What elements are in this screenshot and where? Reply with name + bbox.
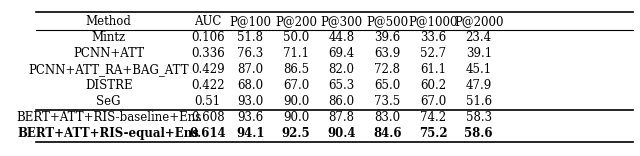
- Text: 51.8: 51.8: [237, 31, 263, 44]
- Text: 0.422: 0.422: [191, 79, 225, 92]
- Text: 51.6: 51.6: [466, 95, 492, 108]
- Text: 90.4: 90.4: [328, 127, 356, 140]
- Text: 74.2: 74.2: [420, 111, 446, 124]
- Text: 67.0: 67.0: [283, 79, 309, 92]
- Text: 90.0: 90.0: [283, 111, 309, 124]
- Text: 58.3: 58.3: [466, 111, 492, 124]
- Text: Method: Method: [86, 15, 132, 28]
- Text: 69.4: 69.4: [328, 47, 355, 60]
- Text: P@200: P@200: [275, 15, 317, 28]
- Text: 75.2: 75.2: [419, 127, 447, 140]
- Text: 52.7: 52.7: [420, 47, 446, 60]
- Text: 44.8: 44.8: [328, 31, 355, 44]
- Text: PCNN+ATT_RA+BAG_ATT: PCNN+ATT_RA+BAG_ATT: [28, 63, 189, 76]
- Text: BERT+ATT+RIS-baseline+Ens: BERT+ATT+RIS-baseline+Ens: [16, 111, 202, 124]
- Text: 93.6: 93.6: [237, 111, 264, 124]
- Text: 23.4: 23.4: [466, 31, 492, 44]
- Text: P@300: P@300: [321, 15, 363, 28]
- Text: 0.106: 0.106: [191, 31, 225, 44]
- Text: 72.8: 72.8: [374, 63, 401, 76]
- Text: 87.8: 87.8: [329, 111, 355, 124]
- Text: 94.1: 94.1: [236, 127, 264, 140]
- Text: AUC: AUC: [194, 15, 221, 28]
- Text: PCNN+ATT: PCNN+ATT: [73, 47, 144, 60]
- Text: P@2000: P@2000: [454, 15, 504, 28]
- Text: 86.5: 86.5: [283, 63, 309, 76]
- Text: 86.0: 86.0: [328, 95, 355, 108]
- Text: 90.0: 90.0: [283, 95, 309, 108]
- Text: 58.6: 58.6: [465, 127, 493, 140]
- Text: 68.0: 68.0: [237, 79, 264, 92]
- Text: P@500: P@500: [366, 15, 408, 28]
- Text: 61.1: 61.1: [420, 63, 446, 76]
- Text: 0.614: 0.614: [189, 127, 226, 140]
- Text: 33.6: 33.6: [420, 31, 446, 44]
- Text: 0.608: 0.608: [191, 111, 225, 124]
- Text: 65.3: 65.3: [328, 79, 355, 92]
- Text: P@1000: P@1000: [408, 15, 458, 28]
- Text: 47.9: 47.9: [466, 79, 492, 92]
- Text: 50.0: 50.0: [283, 31, 309, 44]
- Text: 39.6: 39.6: [374, 31, 401, 44]
- Text: 0.51: 0.51: [195, 95, 221, 108]
- Text: SeG: SeG: [97, 95, 121, 108]
- Text: 83.0: 83.0: [374, 111, 401, 124]
- Text: 45.1: 45.1: [466, 63, 492, 76]
- Text: 73.5: 73.5: [374, 95, 401, 108]
- Text: 93.0: 93.0: [237, 95, 264, 108]
- Text: P@100: P@100: [229, 15, 271, 28]
- Text: 84.6: 84.6: [373, 127, 402, 140]
- Text: Mintz: Mintz: [92, 31, 126, 44]
- Text: 71.1: 71.1: [283, 47, 309, 60]
- Text: 0.336: 0.336: [191, 47, 225, 60]
- Text: 60.2: 60.2: [420, 79, 446, 92]
- Text: 39.1: 39.1: [466, 47, 492, 60]
- Text: 65.0: 65.0: [374, 79, 401, 92]
- Text: 67.0: 67.0: [420, 95, 446, 108]
- Text: 0.429: 0.429: [191, 63, 225, 76]
- Text: 63.9: 63.9: [374, 47, 401, 60]
- Text: 76.3: 76.3: [237, 47, 264, 60]
- Text: 82.0: 82.0: [329, 63, 355, 76]
- Text: 92.5: 92.5: [282, 127, 310, 140]
- Text: DISTRE: DISTRE: [85, 79, 132, 92]
- Text: BERT+ATT+RIS-equal+Ens: BERT+ATT+RIS-equal+Ens: [18, 127, 200, 140]
- Text: 87.0: 87.0: [237, 63, 264, 76]
